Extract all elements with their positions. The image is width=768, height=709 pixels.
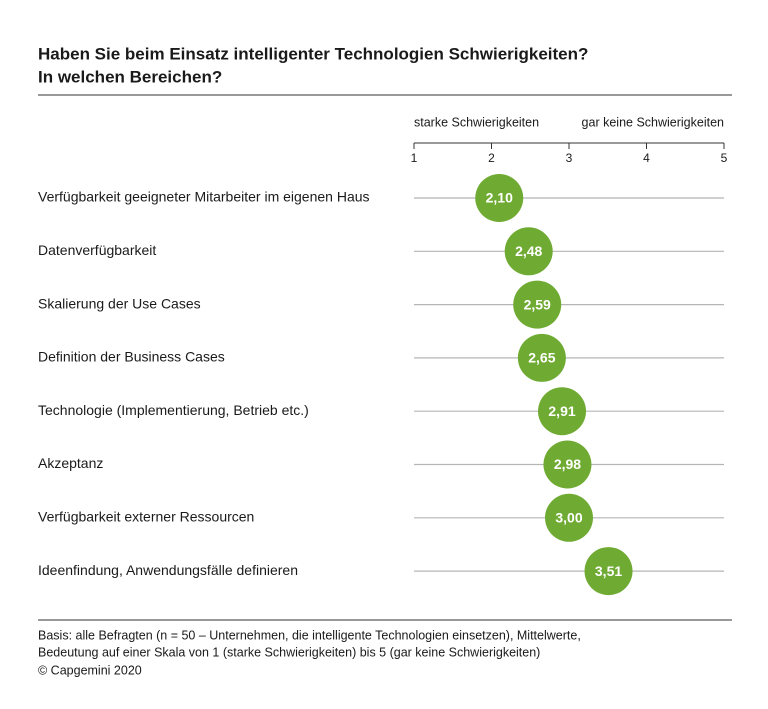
dot	[538, 387, 587, 436]
category-label: Ideenfindung, Anwendungsfälle definieren	[38, 562, 298, 578]
scale-label-low: starke Schwierigkeiten	[414, 115, 539, 129]
category-label: Definition der Business Cases	[38, 349, 225, 365]
dot	[545, 493, 593, 542]
category-label: Akzeptanz	[38, 455, 103, 471]
value-label: 2,48	[515, 243, 542, 259]
dot	[513, 280, 562, 329]
scale-label-high: gar keine Schwierigkeiten	[582, 115, 724, 129]
x-tick-label: 5	[721, 151, 728, 165]
footnote: © Capgemini 2020	[38, 663, 142, 677]
value-label: 2,59	[524, 296, 551, 312]
chart-title: In welchen Bereichen?	[38, 67, 222, 86]
value-label: 3,00	[555, 510, 582, 526]
dot	[504, 227, 553, 276]
x-tick-label: 2	[488, 151, 495, 165]
footnote: Basis: alle Befragten (n = 50 – Unterneh…	[38, 628, 581, 642]
value-label: 2,10	[486, 190, 513, 206]
chart-title: Haben Sie beim Einsatz intelligenter Tec…	[38, 44, 588, 63]
category-label: Datenverfügbarkeit	[38, 242, 156, 258]
category-label: Verfügbarkeit externer Ressourcen	[38, 509, 254, 525]
dot	[517, 333, 566, 382]
value-label: 3,51	[595, 563, 622, 579]
category-label: Verfügbarkeit geeigneter Mitarbeiter im …	[38, 189, 370, 205]
value-label: 2,65	[528, 350, 555, 366]
category-label: Technologie (Implementierung, Betrieb et…	[38, 402, 309, 418]
dot	[543, 440, 592, 489]
dot	[584, 547, 633, 596]
x-tick-label: 4	[643, 151, 650, 165]
category-label: Skalierung der Use Cases	[38, 295, 201, 311]
footnote: Bedeutung auf einer Skala von 1 (starke …	[38, 645, 540, 659]
x-tick-label: 3	[566, 151, 573, 165]
value-label: 2,91	[548, 403, 575, 419]
dot	[475, 174, 524, 222]
value-label: 2,98	[554, 456, 581, 472]
x-tick-label: 1	[411, 151, 418, 165]
